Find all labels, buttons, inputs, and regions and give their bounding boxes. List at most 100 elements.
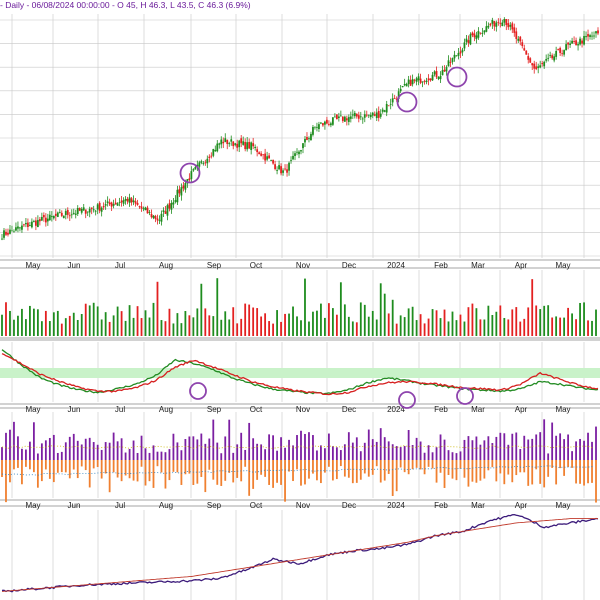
volume-bar [144,310,147,336]
candle-body [403,84,406,86]
flow-positive-bar [359,451,362,460]
flow-positive-bar [371,439,374,460]
x-tick-label: Jul [115,405,125,414]
flow-positive-bar [152,445,155,460]
candle-body [409,79,412,86]
candle-body [27,222,29,227]
candle-body [439,75,442,80]
x-tick-label: May [555,261,570,270]
candle-body [292,155,294,160]
candle-body [329,123,332,126]
candle-body [367,114,370,116]
candle-body [134,201,137,204]
flow-positive-bar [495,436,498,460]
volume-bar [108,321,111,336]
flow-positive-bar [539,432,542,460]
candle-body [310,133,312,141]
flow-positive-bar [407,430,410,460]
candle-body [433,71,436,75]
candle-body [489,23,492,26]
volume-bar [184,311,187,336]
candle-body [539,65,542,68]
flow-positive-bar [411,445,414,460]
flow-negative-bar [563,460,566,476]
flow-positive-bar [168,449,171,460]
candle-body [379,113,382,117]
candle-body [5,231,7,235]
candle-body [110,202,113,207]
candle-body [268,155,271,159]
oscillator-marker-circle [456,387,474,405]
volume-bar [36,309,39,336]
flow-negative-bar [320,460,322,484]
flow-positive-bar [475,436,478,460]
flow-positive-bar [328,433,330,460]
flow-negative-bar [495,460,498,482]
x-tick-label: May [25,405,40,414]
candle-body [29,225,31,226]
flow-negative-bar [487,460,490,471]
flow-negative-bar [64,460,67,473]
candle-body [425,80,428,83]
flow-negative-bar [124,460,127,476]
candle-body [100,207,103,212]
candle-body [465,38,468,42]
flow-negative-bar [244,460,247,467]
volume-bar [172,323,175,336]
flow-negative-bar [439,460,442,473]
flow-positive-bar [260,444,263,460]
volume-bar [559,317,562,336]
candle-body [419,78,422,83]
volume-bar [328,303,330,336]
flow-positive-bar [571,451,573,460]
volume-bar [25,319,27,336]
flow-negative-bar [571,460,573,468]
flow-positive-bar [583,440,585,460]
flow-negative-bar [399,460,402,468]
flow-positive-bar [164,452,167,460]
flow-positive-bar [463,439,466,460]
flow-negative-bar [32,460,35,473]
candle-body [132,200,135,203]
flow-positive-bar [304,433,306,460]
x-tick-label: Jun [68,261,81,270]
flow-negative-bar [343,460,346,477]
candle-body [126,198,129,202]
candle-body [405,83,408,87]
volume-bar [240,318,243,336]
candle-body [541,63,544,65]
candle-body [589,35,591,37]
volume-bar [423,323,426,336]
candle-body [80,208,83,213]
candle-body [120,200,123,203]
candle-body [276,170,278,171]
candle-body [359,116,362,118]
flow-positive-bar [451,452,454,460]
flow-negative-bar [172,460,175,472]
candle-body [128,197,131,203]
flow-positive-bar [515,432,518,460]
candle-body [449,62,452,63]
volume-bar [136,306,139,336]
candle-body [312,126,314,135]
candle-body [595,31,597,34]
volume-bar [499,305,502,336]
candle-body [300,150,302,152]
candle-body [116,203,119,206]
candle-body [52,215,55,219]
flow-positive-bar [1,447,3,460]
flow-negative-bar [551,460,554,468]
volume-bar [92,302,95,336]
x-tick-label: 2024 [387,501,405,510]
flow-negative-bar [515,460,518,476]
candle-body [266,156,269,160]
flow-positive-bar [367,429,370,460]
flow-negative-bar [260,460,263,475]
candle-body [515,31,518,39]
volume-bar [459,314,462,336]
candle-body [385,103,388,113]
candle-body [7,232,9,235]
flow-positive-bar [587,432,589,460]
flow-negative-bar [555,460,558,485]
